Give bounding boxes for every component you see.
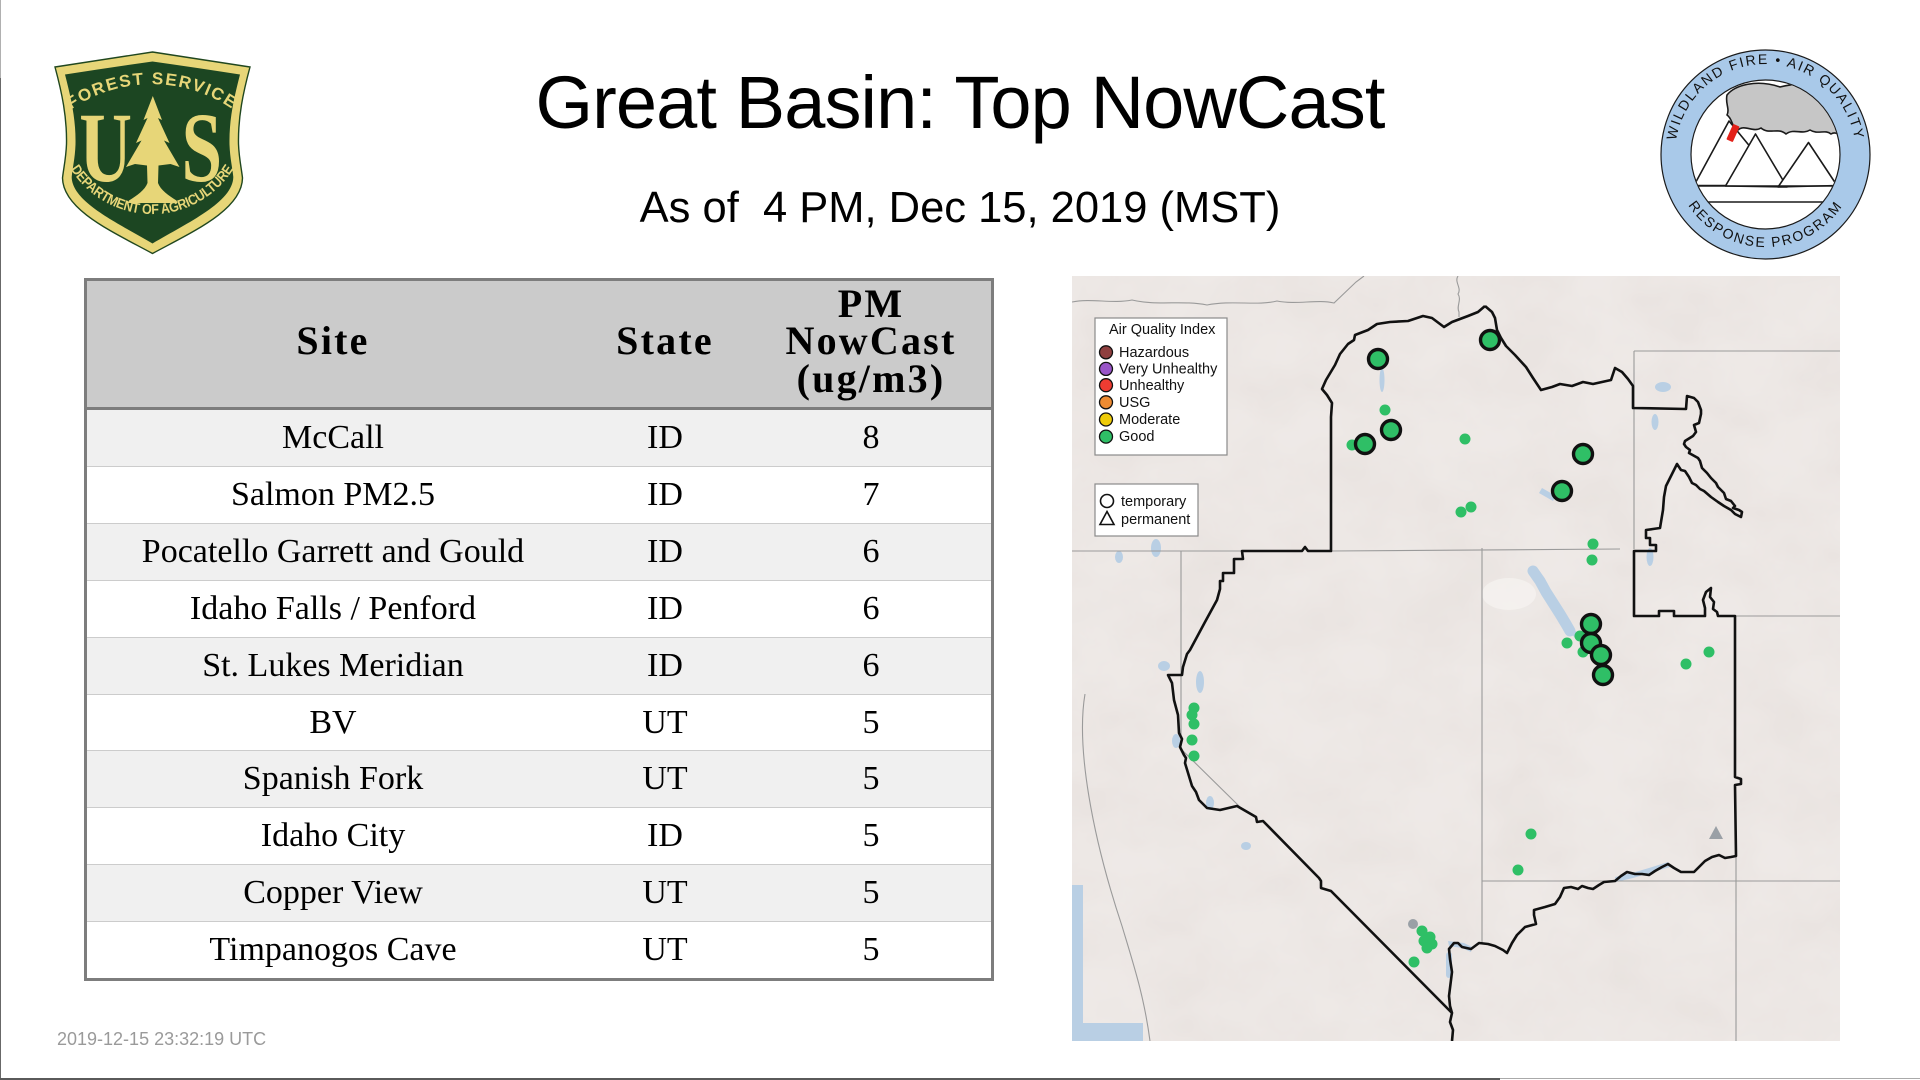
svg-text:Very Unhealthy: Very Unhealthy: [1119, 362, 1218, 378]
svg-text:permanent: permanent: [1121, 512, 1190, 528]
svg-text:Air Quality Index: Air Quality Index: [1109, 322, 1216, 338]
svg-text:S: S: [181, 92, 222, 203]
svg-text:Moderate: Moderate: [1119, 412, 1180, 428]
svg-text:U: U: [79, 92, 132, 203]
svg-text:Hazardous: Hazardous: [1119, 345, 1189, 361]
svg-text:USG: USG: [1119, 395, 1150, 411]
svg-text:Unhealthy: Unhealthy: [1119, 378, 1185, 394]
svg-text:temporary: temporary: [1121, 494, 1187, 510]
svg-text:Good: Good: [1119, 429, 1154, 445]
